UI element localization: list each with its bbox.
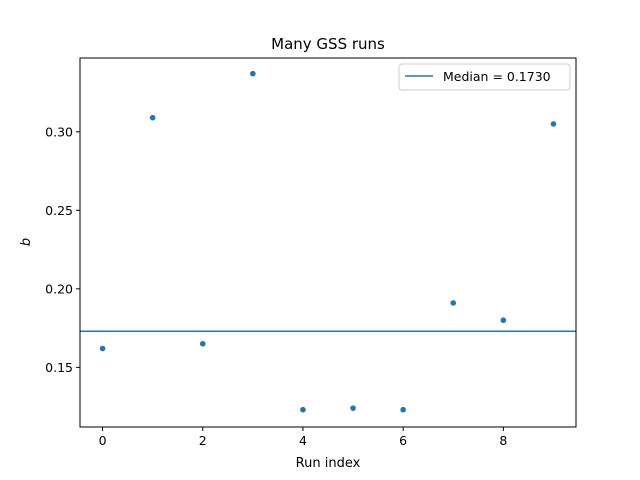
data-point-0 bbox=[99, 345, 106, 352]
y-axis-label: b bbox=[19, 238, 34, 246]
data-point-2 bbox=[199, 340, 206, 347]
data-point-8 bbox=[500, 317, 507, 324]
data-point-4 bbox=[300, 406, 306, 413]
y-tick-label: 0.25 bbox=[45, 203, 73, 218]
y-tick-label: 0.15 bbox=[45, 360, 73, 375]
y-tick-label: 0.20 bbox=[45, 281, 73, 296]
x-axis-label: Run index bbox=[296, 456, 361, 471]
y-tick-label: 0.30 bbox=[45, 124, 73, 139]
legend: Median = 0.1730 bbox=[398, 63, 571, 91]
axes-frame bbox=[79, 57, 577, 428]
x-tick-label: 0 bbox=[99, 433, 107, 448]
data-point-3 bbox=[250, 70, 256, 77]
data-point-9 bbox=[550, 121, 557, 127]
legend-box bbox=[398, 63, 571, 91]
x-tick-label: 8 bbox=[499, 433, 507, 448]
data-point-6 bbox=[400, 406, 406, 413]
x-tick-label: 2 bbox=[199, 433, 207, 448]
legend-median-label: Median = 0.1730 bbox=[443, 69, 551, 84]
chart-title: Many GSS runs bbox=[271, 35, 385, 53]
data-point-1 bbox=[149, 114, 156, 121]
data-point-7 bbox=[450, 300, 457, 306]
data-point-5 bbox=[350, 405, 356, 411]
axis-ticks: 0 2 4 6 8 0.15 0.20 0.25 0.30 bbox=[45, 124, 507, 448]
x-tick-label: 6 bbox=[399, 433, 407, 448]
plot-area bbox=[80, 70, 576, 413]
x-tick-label: 4 bbox=[299, 433, 307, 448]
